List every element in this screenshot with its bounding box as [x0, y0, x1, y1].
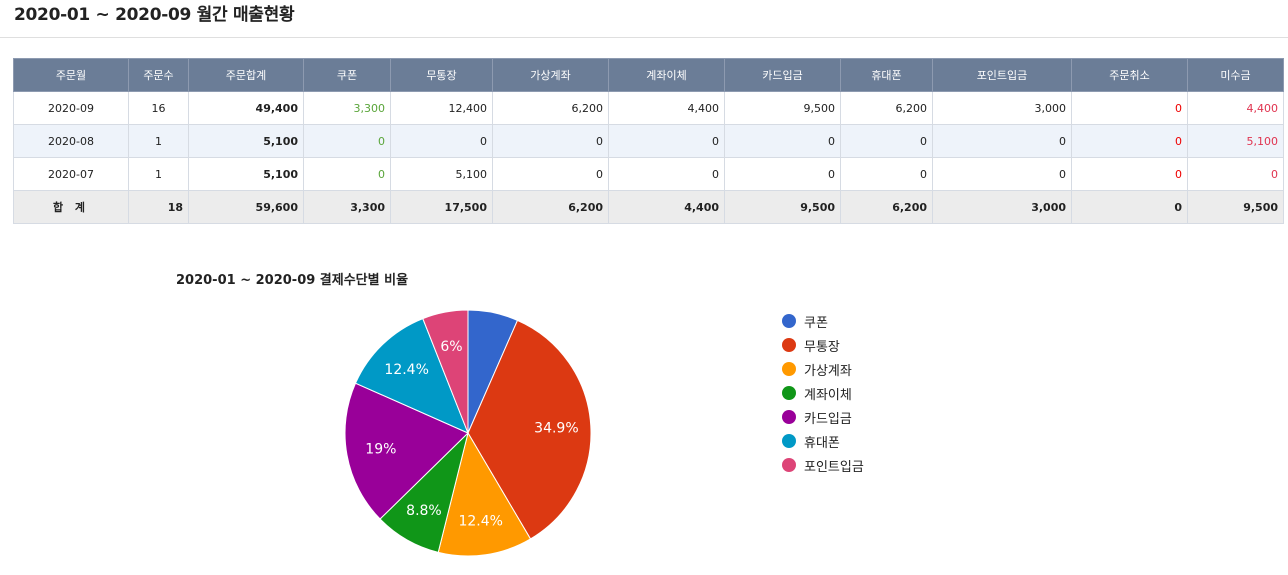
cell-mobile: 0: [840, 124, 933, 158]
cell-account-transfer: 0: [608, 124, 725, 158]
cell-point: 0: [932, 157, 1072, 191]
legend-item-account-transfer: 계좌이체: [782, 381, 864, 405]
header-bank-deposit: 무통장: [390, 58, 493, 92]
pie-slice-label-4: 19%: [365, 442, 396, 458]
total-label: 합 계: [13, 190, 129, 224]
total-card: 9,500: [724, 190, 841, 224]
cell-bank-deposit: 0: [390, 124, 493, 158]
pie-slice-6: [422, 309, 469, 434]
cell-coupon: 0: [303, 157, 391, 191]
cell-card: 0: [724, 157, 841, 191]
total-bank-deposit: 17,500: [390, 190, 493, 224]
cell-cancel: 0: [1071, 157, 1188, 191]
pie-slice-label-3: 8.8%: [406, 503, 442, 519]
cell-virtual-account: 0: [492, 124, 609, 158]
cell-order-sum: 49,400: [188, 91, 304, 125]
total-virtual-account: 6,200: [492, 190, 609, 224]
table-row: 2020-09 16 49,400 3,300 12,400 6,200 4,4…: [13, 91, 1284, 125]
total-account-transfer: 4,400: [608, 190, 725, 224]
legend-label: 쿠폰: [804, 315, 828, 331]
chart-title: 2020-01 ~ 2020-09 결제수단별 비율: [176, 273, 409, 288]
total-unpaid: 9,500: [1187, 190, 1284, 224]
legend-label: 카드입금: [804, 411, 852, 427]
total-mobile: 6,200: [840, 190, 933, 224]
legend-item-coupon: 쿠폰: [782, 309, 864, 333]
legend-swatch: [782, 386, 796, 400]
pie-slice-5: [354, 317, 469, 434]
total-order-count: 18: [128, 190, 189, 224]
table-row: 2020-07 1 5,100 0 5,100 0 0 0 0 0 0 0: [13, 157, 1284, 191]
cell-order-month: 2020-08: [13, 124, 129, 158]
header-cancel: 주문취소: [1071, 58, 1188, 92]
cell-order-count: 1: [128, 157, 189, 191]
total-cancel: 0: [1071, 190, 1188, 224]
sales-table: 주문월 주문수 주문합계 쿠폰 무통장 가상계좌 계좌이체 카드입금 휴대폰 포…: [13, 58, 1284, 224]
total-order-sum: 59,600: [188, 190, 304, 224]
legend-item-virtual-account: 가상계좌: [782, 357, 864, 381]
cell-coupon: 3,300: [303, 91, 391, 125]
legend-item-point: 포인트입금: [782, 453, 864, 477]
table-header-row: 주문월 주문수 주문합계 쿠폰 무통장 가상계좌 계좌이체 카드입금 휴대폰 포…: [13, 58, 1284, 92]
table-row: 2020-08 1 5,100 0 0 0 0 0 0 0 0 5,100: [13, 124, 1284, 158]
cell-mobile: 6,200: [840, 91, 933, 125]
legend-item-card: 카드입금: [782, 405, 864, 429]
legend-swatch: [782, 458, 796, 472]
legend-swatch: [782, 434, 796, 448]
chart-legend: 쿠폰 무통장 가상계좌 계좌이체 카드입금 휴대폰 포인트입금: [782, 309, 864, 477]
header-account-transfer: 계좌이체: [608, 58, 725, 92]
pie-slice-4: [344, 382, 469, 520]
legend-item-mobile: 휴대폰: [782, 429, 864, 453]
pie-slice-label-5: 12.4%: [384, 362, 428, 378]
header-order-month: 주문월: [13, 58, 129, 92]
title-divider: [0, 37, 1288, 38]
header-mobile: 휴대폰: [840, 58, 933, 92]
legend-swatch: [782, 338, 796, 352]
total-point: 3,000: [932, 190, 1072, 224]
cell-coupon: 0: [303, 124, 391, 158]
legend-swatch: [782, 314, 796, 328]
legend-label: 가상계좌: [804, 363, 852, 379]
cell-bank-deposit: 5,100: [390, 157, 493, 191]
legend-swatch: [782, 410, 796, 424]
header-order-sum: 주문합계: [188, 58, 304, 92]
header-point: 포인트입금: [932, 58, 1072, 92]
cell-order-sum: 5,100: [188, 157, 304, 191]
legend-label: 포인트입금: [804, 459, 864, 475]
pie-slice-2: [437, 431, 532, 557]
legend-label: 계좌이체: [804, 387, 852, 403]
header-card: 카드입금: [724, 58, 841, 92]
cell-order-count: 1: [128, 124, 189, 158]
pie-slice-label-2: 12.4%: [458, 514, 502, 530]
legend-label: 휴대폰: [804, 435, 840, 451]
cell-unpaid: 5,100: [1187, 124, 1284, 158]
cell-point: 3,000: [932, 91, 1072, 125]
cell-account-transfer: 0: [608, 157, 725, 191]
pie-slice-label-1: 34.9%: [534, 421, 578, 437]
cell-order-count: 16: [128, 91, 189, 125]
legend-item-bank-deposit: 무통장: [782, 333, 864, 357]
cell-account-transfer: 4,400: [608, 91, 725, 125]
cell-cancel: 0: [1071, 124, 1188, 158]
pie-slice-label-6: 6%: [440, 339, 462, 355]
cell-order-sum: 5,100: [188, 124, 304, 158]
legend-label: 무통장: [804, 339, 840, 355]
header-coupon: 쿠폰: [303, 58, 391, 92]
header-unpaid: 미수금: [1187, 58, 1284, 92]
header-order-count: 주문수: [128, 58, 189, 92]
total-coupon: 3,300: [303, 190, 391, 224]
total-row: 합 계 18 59,600 3,300 17,500 6,200 4,400 9…: [13, 190, 1284, 224]
page-title: 2020-01 ~ 2020-09 월간 매출현황: [14, 5, 295, 25]
legend-swatch: [782, 362, 796, 376]
